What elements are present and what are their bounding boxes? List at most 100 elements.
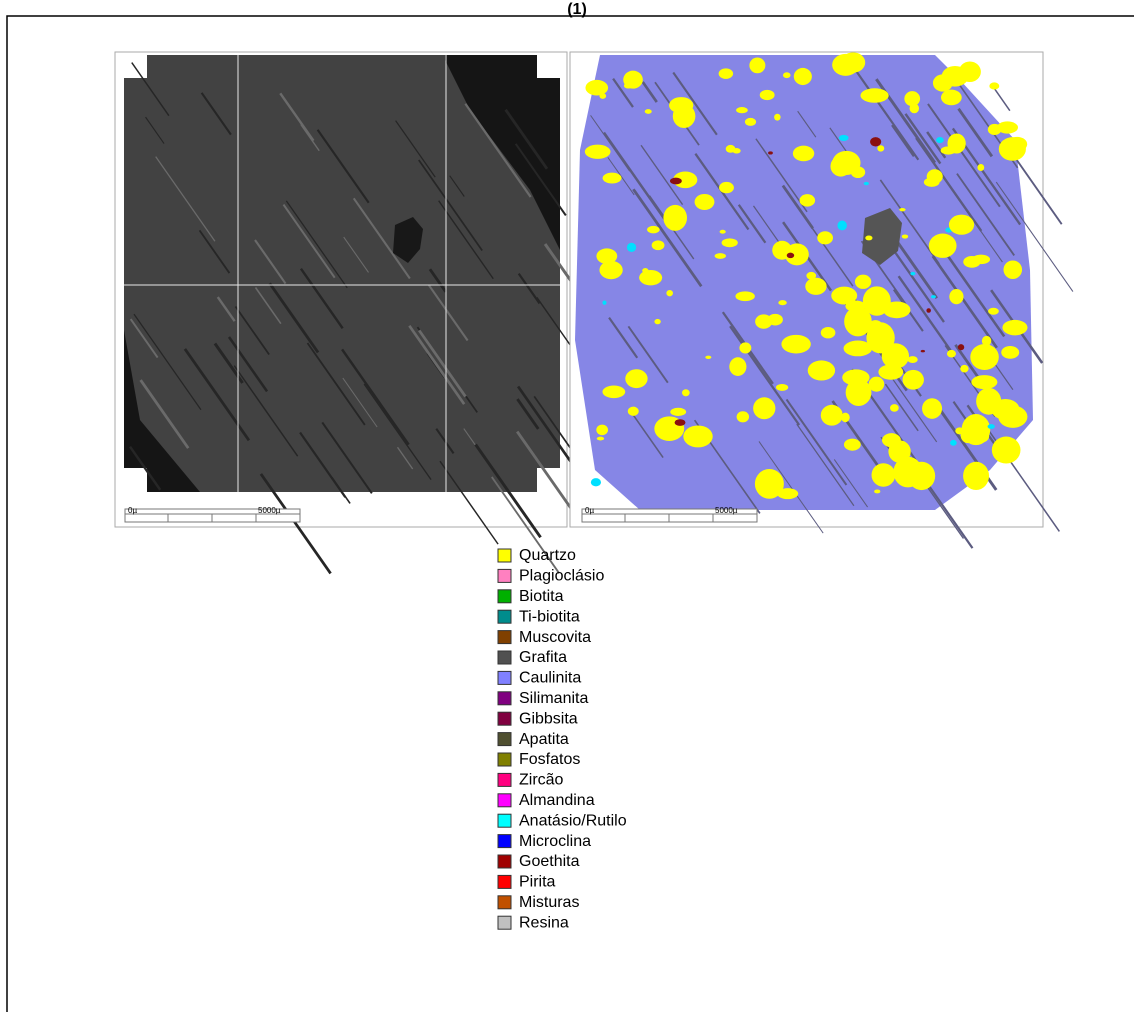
grain <box>1002 320 1027 335</box>
grain <box>1003 260 1022 279</box>
grain <box>745 118 756 126</box>
grain <box>794 68 812 85</box>
grain <box>732 148 740 154</box>
grain <box>845 301 866 312</box>
legend-label: Anatásio/Rutilo <box>519 812 627 829</box>
grain <box>988 124 1002 135</box>
grain <box>988 424 995 429</box>
grain <box>767 314 782 326</box>
legend-swatch <box>498 814 511 827</box>
grain <box>977 164 984 171</box>
legend-label: Goethita <box>519 853 580 870</box>
legend-swatch <box>498 549 511 562</box>
grain <box>591 478 601 486</box>
grain <box>931 295 936 298</box>
grain <box>992 437 1021 464</box>
grain <box>910 103 919 113</box>
legend-label: Quartzo <box>519 547 576 564</box>
grain <box>960 365 968 373</box>
grain <box>963 256 980 268</box>
grain <box>959 61 981 82</box>
grain <box>903 370 924 390</box>
grain <box>971 375 997 389</box>
legend-label: Microclina <box>519 833 591 850</box>
legend-label: Misturas <box>519 894 579 911</box>
grain <box>962 414 991 445</box>
grain <box>719 182 734 193</box>
grain <box>832 54 859 76</box>
grain <box>675 419 686 426</box>
legend-swatch <box>498 733 511 746</box>
grain <box>949 289 963 304</box>
grain <box>1007 137 1027 152</box>
grain <box>652 240 665 250</box>
grain <box>720 230 726 234</box>
legend-label: Caulinita <box>519 670 581 687</box>
grain <box>874 489 880 493</box>
grain <box>673 104 696 128</box>
legend-swatch <box>498 875 511 888</box>
grain <box>902 234 908 238</box>
grain <box>602 300 606 304</box>
legend-swatch <box>498 692 511 705</box>
grain <box>988 308 999 315</box>
grain <box>647 226 660 233</box>
grain <box>793 146 814 162</box>
grain <box>597 437 604 441</box>
grain <box>947 350 956 358</box>
grain <box>910 272 915 276</box>
grain <box>926 308 931 313</box>
legend-label: Gibbsita <box>519 710 578 727</box>
legend-swatch <box>498 712 511 725</box>
grain <box>585 145 611 159</box>
grain <box>719 68 734 79</box>
grain <box>753 397 775 419</box>
grain <box>599 261 622 279</box>
grain <box>821 405 843 426</box>
grain <box>860 88 888 102</box>
grain <box>627 243 636 252</box>
grain <box>776 384 788 391</box>
grain <box>760 90 775 100</box>
legend-swatch <box>498 855 511 868</box>
grain <box>737 411 749 422</box>
grain <box>998 406 1027 428</box>
grain <box>670 408 686 416</box>
grain <box>817 231 833 244</box>
grain <box>864 182 869 185</box>
grain <box>982 336 991 346</box>
grain <box>722 238 738 247</box>
grain <box>808 360 835 380</box>
grain <box>844 439 861 451</box>
grain <box>865 236 872 241</box>
grain <box>602 386 625 399</box>
grain <box>899 208 905 211</box>
mineral-map-panel: 0µ 5000µ <box>570 52 1073 548</box>
legend-label: Resina <box>519 914 569 931</box>
grain <box>882 433 901 447</box>
legend-swatch <box>498 631 511 644</box>
grain <box>890 404 899 412</box>
legend-swatch <box>498 671 511 684</box>
grain <box>877 145 884 151</box>
figure: (1) 0µ 5000µ 0µ 50 <box>0 0 1134 1012</box>
grain <box>869 377 885 392</box>
grain <box>799 194 815 206</box>
grain <box>603 173 622 184</box>
legend-swatch <box>498 610 511 623</box>
grain <box>989 82 999 89</box>
scale-start: 0µ <box>128 506 137 515</box>
grain <box>950 440 957 446</box>
grain <box>821 327 836 338</box>
grain <box>929 234 957 258</box>
legend-swatch <box>498 773 511 786</box>
grain <box>683 425 712 447</box>
grain <box>623 71 643 89</box>
grain <box>749 58 765 74</box>
grain <box>695 194 715 210</box>
grain <box>768 151 773 154</box>
legend-swatch <box>498 569 511 582</box>
grain <box>783 72 791 78</box>
grain <box>805 278 826 295</box>
legend-swatch <box>498 753 511 766</box>
